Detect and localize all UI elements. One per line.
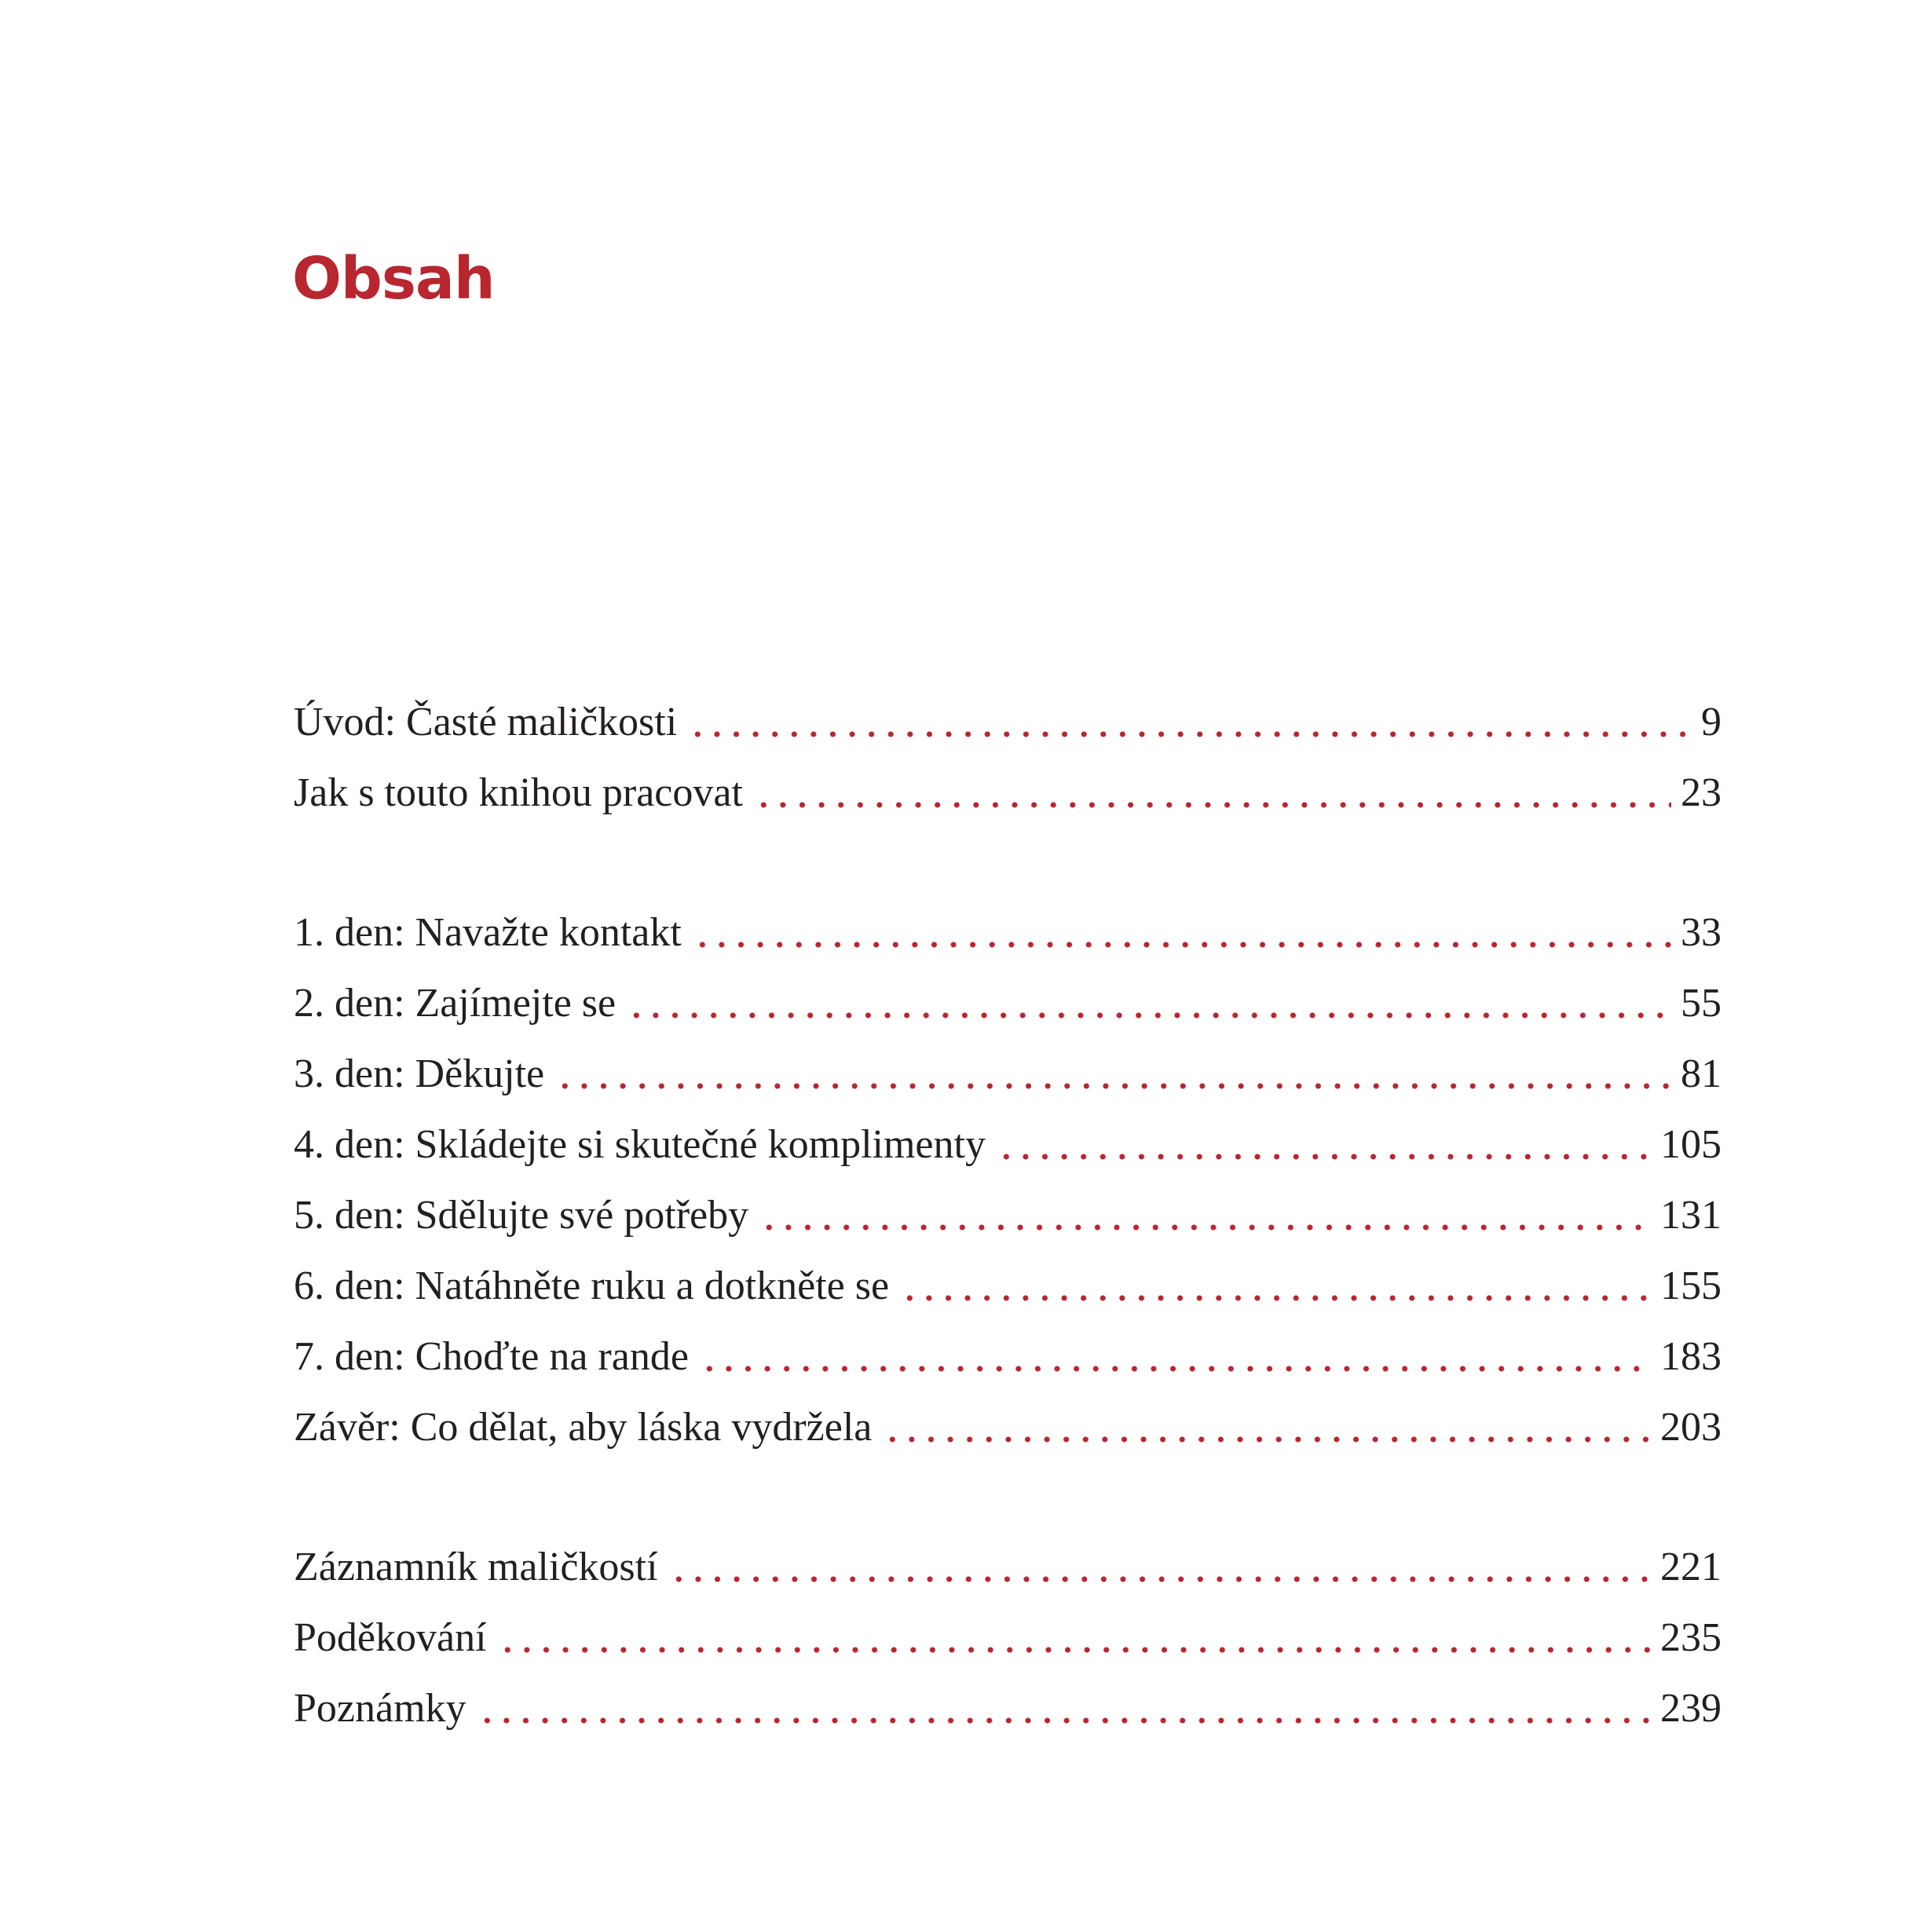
dot-leader: [627, 980, 1671, 1027]
toc-entry-page: 221: [1660, 1545, 1722, 1589]
toc-entry-title: Závěr: Co dělat, aby láska vydržela: [294, 1405, 873, 1450]
toc-entry: Závěr: Co dělat, aby láska vydržela 203: [294, 1381, 1722, 1451]
toc-group: Záznamník maličkostí 221 Poděkování 235 Pozn…: [294, 1520, 1722, 1732]
toc-entry-page: 203: [1660, 1405, 1722, 1450]
toc-entry-page: 9: [1701, 700, 1722, 744]
toc-entry: 5. den: Sdělujte své potřeby 131: [294, 1168, 1722, 1239]
toc-entry-page: 155: [1660, 1264, 1722, 1308]
toc-entry-page: 55: [1681, 981, 1722, 1026]
toc-entry-page: 33: [1681, 910, 1722, 955]
toc-entry-page: 239: [1660, 1686, 1722, 1731]
toc-entry: 4. den: Skládejte si skutečné kompliment…: [294, 1098, 1722, 1168]
toc-entry: Záznamník maličkostí 221: [294, 1520, 1722, 1591]
toc-entry: 1. den: Navažte kontakt 33: [294, 886, 1722, 956]
toc-entry-title: 7. den: Choďte na rande: [294, 1334, 689, 1379]
toc-entry: Jak s touto knihou pracovat 23: [294, 746, 1722, 817]
dot-leader: [996, 1121, 1651, 1168]
table-of-contents: Úvod: Časté maličkosti 9 Jak s touto kniho…: [294, 675, 1722, 1801]
toc-entry-title: 5. den: Sdělujte své potřeby: [294, 1193, 749, 1238]
toc-group: Úvod: Časté maličkosti 9 Jak s touto kniho…: [294, 675, 1722, 817]
page-title: Obsah: [292, 245, 496, 313]
dot-leader: [497, 1615, 1651, 1662]
toc-entry: Poznámky 239: [294, 1662, 1722, 1732]
dot-leader: [759, 1192, 1651, 1239]
dot-leader: [555, 1051, 1671, 1098]
toc-entry: 3. den: Děkujte 81: [294, 1027, 1722, 1098]
toc-entry-title: 6. den: Natáhněte ruku a dotkněte se: [294, 1264, 890, 1308]
dot-leader: [883, 1404, 1651, 1451]
toc-entry-title: Záznamník maličkostí: [294, 1545, 658, 1589]
toc-entry: 7. den: Choďte na rande 183: [294, 1310, 1722, 1381]
toc-entry-title: Jak s touto knihou pracovat: [294, 770, 743, 815]
toc-entry-title: Úvod: Časté maličkosti: [294, 700, 678, 744]
toc-entry-page: 183: [1660, 1334, 1722, 1379]
toc-entry-title: 4. den: Skládejte si skutečné kompliment…: [294, 1122, 986, 1167]
toc-entry-title: Poznámky: [294, 1686, 467, 1731]
dot-leader: [900, 1263, 1651, 1310]
dot-leader: [699, 1333, 1651, 1381]
toc-entry-title: 3. den: Děkujte: [294, 1051, 545, 1096]
toc-entry-title: 2. den: Zajímejte se: [294, 981, 617, 1026]
toc-entry-page: 105: [1660, 1122, 1722, 1167]
toc-entry: 2. den: Zajímejte se 55: [294, 956, 1722, 1027]
toc-entry-title: 1. den: Navažte kontakt: [294, 910, 682, 955]
toc-entry-title: Poděkování: [294, 1615, 487, 1660]
toc-entry: Poděkování 235: [294, 1591, 1722, 1662]
dot-leader: [668, 1544, 1651, 1591]
toc-entry-page: 81: [1681, 1051, 1722, 1096]
toc-group: 1. den: Navažte kontakt 33 2. den: Zajímej…: [294, 886, 1722, 1451]
dot-leader: [692, 909, 1671, 956]
toc-entry: Úvod: Časté maličkosti 9: [294, 675, 1722, 746]
toc-entry-page: 235: [1660, 1615, 1722, 1660]
toc-entry-page: 23: [1681, 770, 1722, 815]
toc-entry: 6. den: Natáhněte ruku a dotkněte se 155: [294, 1239, 1722, 1310]
dot-leader: [688, 699, 1692, 746]
dot-leader: [753, 770, 1671, 817]
toc-entry-page: 131: [1660, 1193, 1722, 1238]
dot-leader: [477, 1685, 1651, 1732]
